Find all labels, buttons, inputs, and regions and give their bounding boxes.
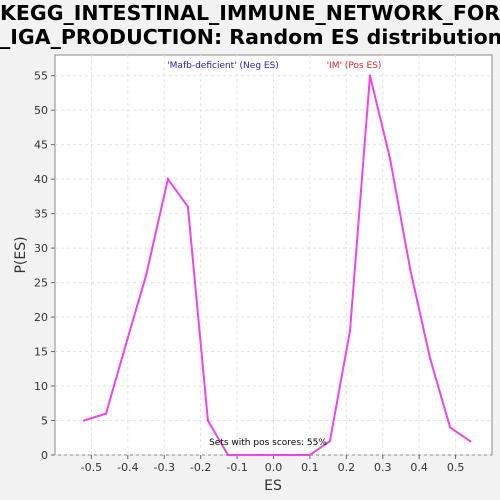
series-line: [83, 75, 471, 456]
data-point: [428, 357, 432, 360]
x-tick-label: -0.1: [226, 461, 247, 474]
y-tick-label: 45: [34, 139, 48, 152]
x-axis: -0.5 -0.4 -0.3 -0.2 -0.1 0.0 0.1 0.2 0.3 0.4 0.5: [81, 455, 465, 474]
chart-title: KEGG_INTESTINAL_IMMUNE_NETWORK_FOR _IGA_…: [0, 1, 500, 49]
x-axis-label: ES: [264, 478, 282, 494]
y-tick-label: 5: [41, 415, 48, 428]
data-point: [286, 453, 290, 457]
data-point: [226, 453, 230, 457]
chart-title-line-2: _IGA_PRODUCTION: Random ES distribution: [0, 25, 500, 49]
y-tick-label: 35: [34, 208, 48, 221]
data-point: [348, 329, 352, 333]
x-tick-label: -0.2: [190, 461, 211, 474]
data-point: [126, 336, 130, 339]
y-tick-label: 20: [34, 311, 48, 324]
annotation-neg-es: 'Mafb-deficient' (Neg ES): [167, 61, 279, 71]
grid-lines: [55, 55, 492, 456]
y-tick-label: 55: [34, 70, 48, 83]
data-point: [448, 426, 452, 429]
y-tick-label: 10: [34, 380, 48, 393]
data-point: [328, 440, 332, 443]
x-tick-label: 0.2: [338, 461, 356, 474]
data-point: [144, 274, 148, 277]
data-point: [186, 205, 190, 208]
data-point: [368, 74, 372, 77]
x-tick-label: 0.0: [265, 461, 283, 474]
x-tick-label: 0.4: [410, 461, 428, 474]
data-point: [82, 419, 86, 422]
data-point: [206, 419, 210, 422]
x-tick-label: 0.5: [447, 461, 465, 474]
x-tick-label: -0.5: [81, 461, 102, 474]
data-point: [388, 157, 392, 160]
data-point: [408, 267, 412, 270]
data-point: [308, 453, 312, 457]
series-points: [82, 74, 472, 457]
y-axis-label: P(ES): [13, 236, 29, 273]
x-tick-label: 0.1: [301, 461, 319, 474]
x-tick-label: 0.3: [374, 461, 392, 474]
y-tick-label: 15: [34, 346, 48, 359]
data-point: [266, 453, 270, 457]
y-axis: 0 5 10 15 20 25 30 35 40 45 50 55: [34, 70, 55, 462]
y-tick-label: 40: [34, 173, 48, 186]
x-tick-label: -0.4: [117, 461, 138, 474]
chart-title-line-1: KEGG_INTESTINAL_IMMUNE_NETWORK_FOR: [0, 1, 500, 25]
data-point: [246, 453, 250, 457]
data-point: [166, 177, 170, 181]
y-tick-label: 25: [34, 277, 48, 290]
y-tick-label: 0: [41, 449, 48, 462]
y-tick-label: 50: [34, 104, 48, 117]
annotation-pos-es: 'IM' (Pos ES): [327, 61, 382, 71]
annotation-pos-scores: Sets with pos scores: 55%: [209, 438, 327, 448]
x-tick-label: -0.3: [154, 461, 175, 474]
y-tick-label: 30: [34, 242, 48, 255]
data-point: [468, 440, 472, 443]
data-point: [104, 412, 108, 415]
